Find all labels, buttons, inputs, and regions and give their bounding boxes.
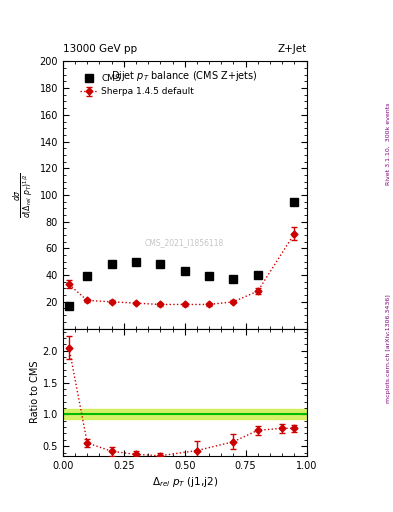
CMS — [255, 272, 260, 278]
Bar — [63, 409, 307, 419]
CMS — [207, 273, 211, 280]
CMS — [134, 259, 138, 265]
CMS — [85, 273, 90, 280]
Text: CMS_2021_I1856118: CMS_2021_I1856118 — [145, 239, 224, 247]
Text: Rivet 3.1.10,  300k events: Rivet 3.1.10, 300k events — [386, 102, 391, 185]
CMS — [67, 303, 72, 309]
Text: 13000 GeV pp: 13000 GeV pp — [63, 44, 137, 54]
Legend: CMS, Sherpa 1.4.5 default: CMS, Sherpa 1.4.5 default — [79, 74, 194, 96]
CMS — [292, 199, 297, 205]
Text: mcplots.cern.ch [arXiv:1306.3436]: mcplots.cern.ch [arXiv:1306.3436] — [386, 294, 391, 402]
X-axis label: $\Delta_{rel}$ $p_T$ (j1,j2): $\Delta_{rel}$ $p_T$ (j1,j2) — [152, 475, 218, 489]
Y-axis label: $\frac{d\sigma}{d(\Delta_{rel}\ p_T)^{1/2}}$: $\frac{d\sigma}{d(\Delta_{rel}\ p_T)^{1/… — [11, 172, 37, 218]
Line: CMS: CMS — [65, 198, 298, 310]
CMS — [158, 261, 163, 267]
CMS — [109, 261, 114, 267]
Text: Dijet $p_T$ balance (CMS Z+jets): Dijet $p_T$ balance (CMS Z+jets) — [111, 70, 258, 83]
CMS — [231, 276, 236, 282]
Text: Z+Jet: Z+Jet — [277, 44, 307, 54]
CMS — [182, 268, 187, 274]
Y-axis label: Ratio to CMS: Ratio to CMS — [30, 361, 40, 423]
